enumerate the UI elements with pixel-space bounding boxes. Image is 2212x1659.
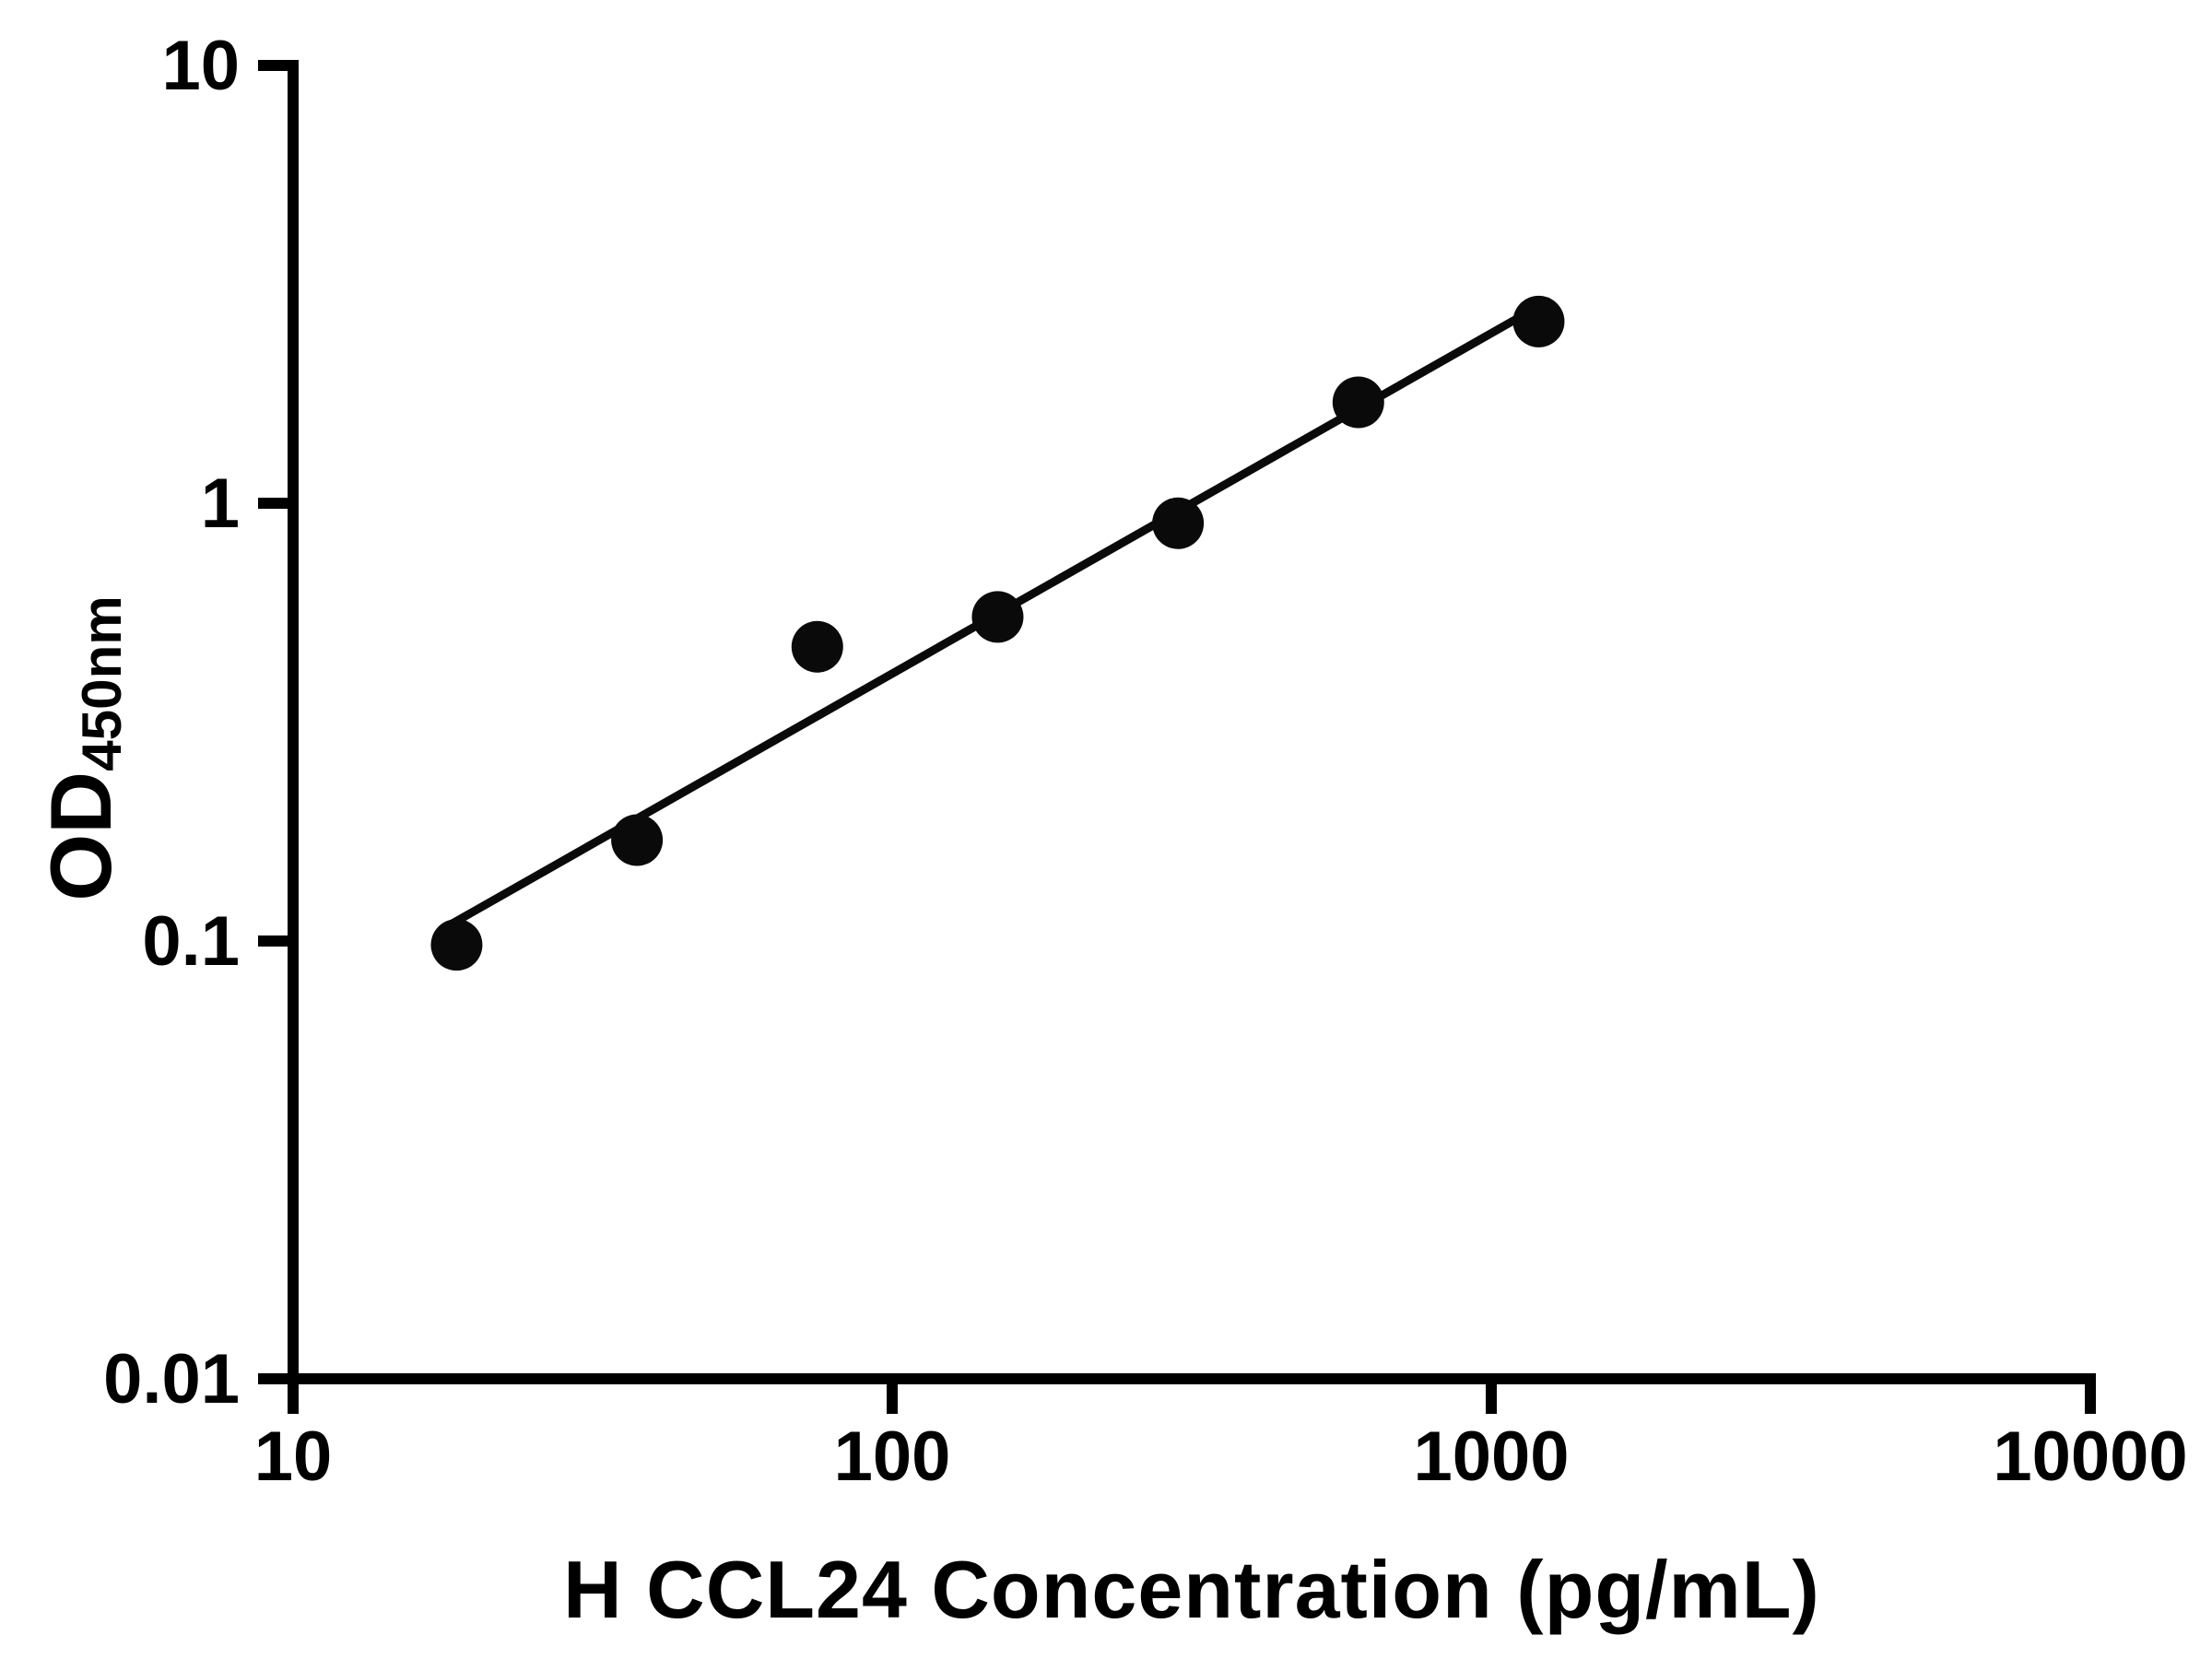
tick-labels-group: 10 100 1000 10000 0.01 0.1 1 10	[103, 27, 2188, 1496]
data-point	[1332, 376, 1384, 429]
y-tick-label: 0.01	[103, 1340, 240, 1418]
y-tick-label: 0.1	[142, 902, 240, 981]
x-tick-label: 10000	[1993, 1418, 2187, 1496]
data-point	[1512, 295, 1565, 347]
y-axis-title-main: OD	[32, 771, 129, 901]
data-point	[1152, 497, 1205, 549]
axes-group	[288, 60, 2096, 1384]
axis-lines	[288, 60, 2096, 1384]
y-axis-title-subscript: 450nm	[70, 595, 133, 771]
x-tick-label: 10	[254, 1418, 333, 1496]
y-tick-label: 1	[201, 465, 240, 543]
y-axis-title: OD450nm	[31, 595, 133, 901]
data-point	[971, 591, 1024, 643]
y-tick-label: 10	[161, 27, 240, 105]
data-points-group	[430, 295, 1565, 971]
data-point	[430, 919, 483, 971]
x-tick-label: 100	[834, 1418, 951, 1496]
data-point	[611, 814, 664, 866]
x-tick-label: 1000	[1413, 1418, 1569, 1496]
x-axis-title: H CCL24 Concentration (pg/mL)	[563, 1544, 1820, 1635]
ticks-group	[258, 60, 2096, 1414]
data-point	[791, 620, 843, 673]
